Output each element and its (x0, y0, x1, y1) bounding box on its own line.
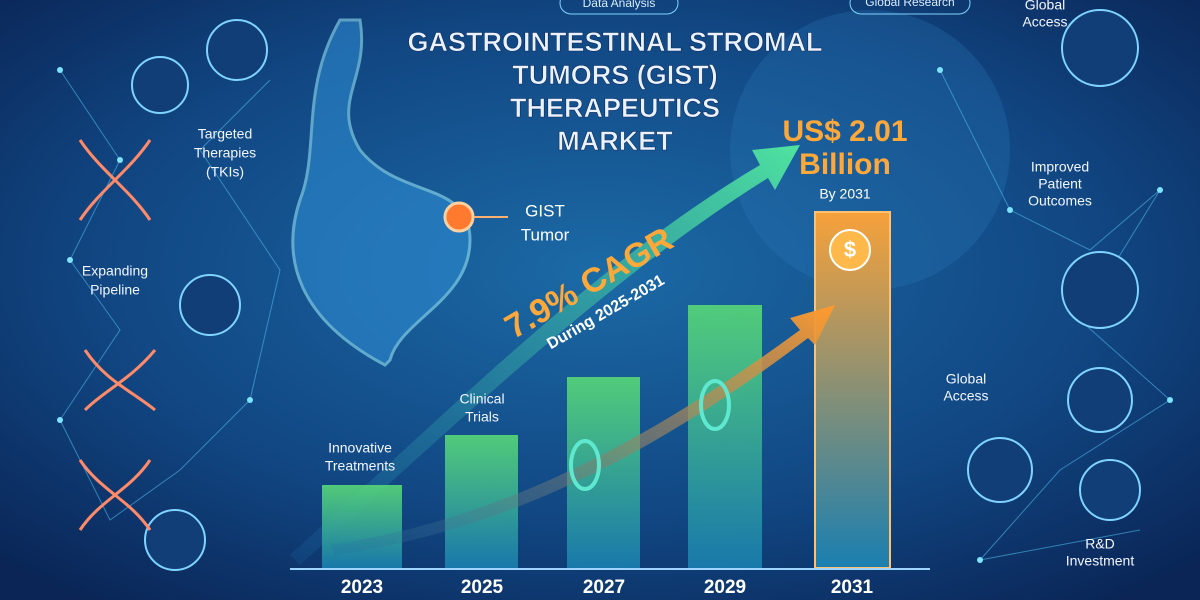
year-label: 2031 (831, 577, 874, 598)
right-label: Patient (1038, 176, 1082, 192)
year-label: 2025 (461, 577, 504, 598)
bars (322, 211, 891, 569)
cell-icons (131, 9, 1141, 571)
badge-right: Global Research (849, 0, 971, 15)
right-label: Global (946, 371, 986, 387)
right-label: Improved (1031, 159, 1089, 175)
dollar-coin (829, 229, 871, 271)
title-line: TUMORS (GIST) (512, 60, 717, 90)
stomach-illustration (291, 18, 472, 367)
year-label: 2023 (341, 577, 383, 598)
right-label: Global (1025, 0, 1065, 13)
dna (78, 139, 157, 531)
bar-label: Trials (465, 409, 499, 425)
badge-text: Global Research (865, 0, 954, 9)
dollar-icon: $ (844, 237, 856, 262)
year-label: 2029 (704, 577, 746, 598)
tumor-label: Tumor (521, 225, 570, 244)
left-label: Pipeline (90, 282, 140, 298)
title-line: MARKET (557, 126, 673, 156)
bar-label: Innovative (328, 440, 392, 456)
right-label: R&D (1085, 536, 1115, 552)
tumor-icon (443, 201, 475, 233)
title-line: THERAPEUTICS (510, 93, 720, 123)
market-year: By 2031 (819, 186, 871, 202)
market-value: US$ 2.01 (782, 115, 907, 148)
right-label: Investment (1066, 553, 1135, 569)
left-label: Therapies (194, 145, 256, 161)
badge-text: Data Analysis (583, 0, 656, 10)
left-label: (TKIs) (206, 164, 244, 180)
market-value: Billion (799, 148, 891, 181)
right-label: Access (1022, 14, 1067, 30)
arrow-rings (569, 379, 731, 491)
left-label: Targeted (198, 126, 252, 142)
right-label: Access (943, 388, 988, 404)
tumor-label: GIST (525, 201, 565, 220)
globe (730, 10, 1010, 290)
badge-left: Data Analysis (559, 0, 679, 15)
year-label: 2027 (583, 577, 625, 598)
title-line: GASTROINTESTINAL STROMAL (408, 27, 823, 57)
left-label: Expanding (82, 263, 148, 279)
right-label: Outcomes (1028, 193, 1092, 209)
bar-label: Treatments (325, 458, 395, 474)
bar-label: Clinical (459, 391, 504, 407)
